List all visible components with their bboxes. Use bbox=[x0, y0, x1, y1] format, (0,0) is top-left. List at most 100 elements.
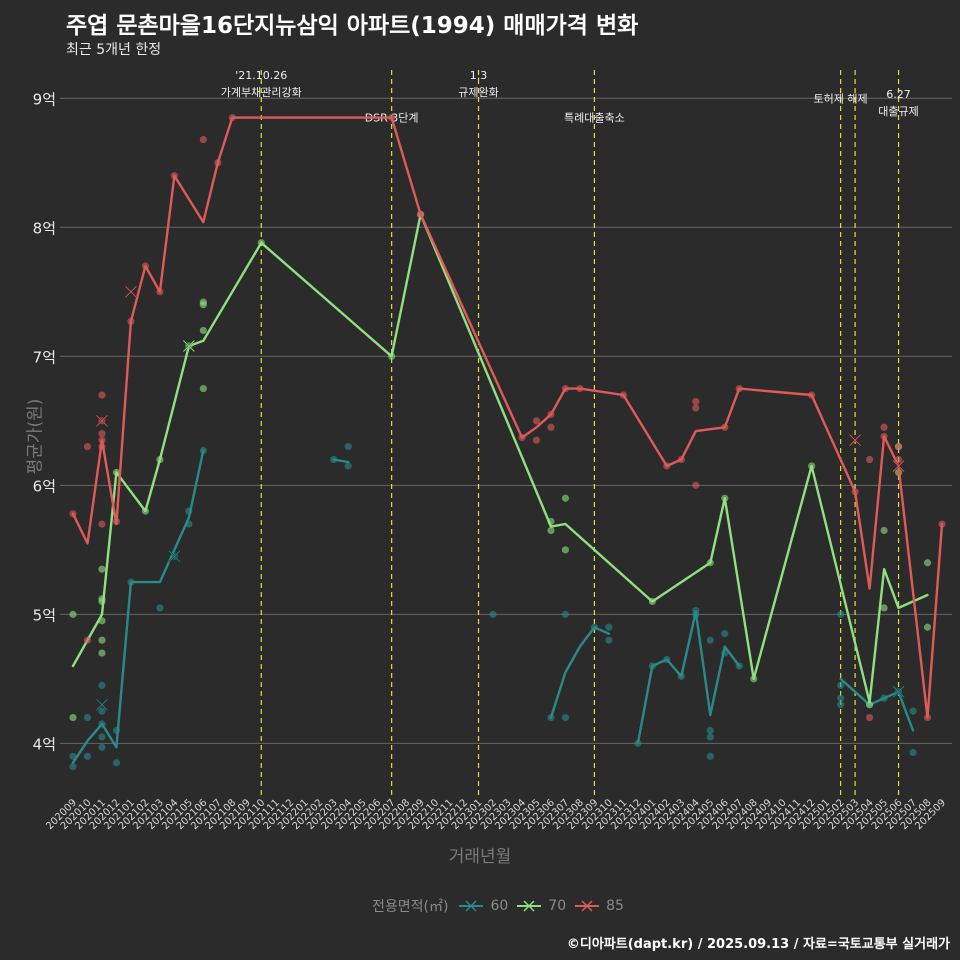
legend-label-85: 85 bbox=[606, 898, 624, 914]
series-70-point bbox=[199, 384, 207, 393]
series-60-point bbox=[561, 610, 570, 618]
legend: 전용면적(㎡) 60 70 85 bbox=[372, 896, 632, 916]
series-60-point bbox=[909, 748, 917, 757]
series-85-cross bbox=[892, 460, 905, 472]
y-tick-label: 8억 bbox=[33, 219, 56, 237]
legend-item-85: 85 bbox=[574, 898, 624, 914]
y-tick-label: 6억 bbox=[33, 477, 56, 495]
series-85-point bbox=[865, 713, 874, 722]
series-60-point bbox=[344, 443, 352, 451]
series-85-point bbox=[865, 455, 874, 464]
event-label: 6.27 bbox=[886, 88, 911, 101]
series-70-point bbox=[923, 559, 932, 567]
series-85-cross bbox=[849, 434, 861, 447]
series-60-point bbox=[605, 636, 613, 644]
event-label: '21.10.26 bbox=[235, 69, 287, 82]
series-60-point bbox=[706, 636, 714, 644]
series-85-point bbox=[547, 423, 555, 431]
series-60-point bbox=[98, 743, 106, 751]
series-85-point bbox=[83, 636, 92, 644]
event-label: 가계부채관리강화 bbox=[221, 86, 302, 99]
source-caption: ©디아파트(dapt.kr) / 2025.09.13 / 자료=국토교통부 실… bbox=[566, 937, 950, 952]
series-85-point bbox=[199, 135, 207, 144]
legend-key-60 bbox=[459, 900, 484, 912]
series-70-point bbox=[98, 636, 106, 644]
series-85-point bbox=[692, 404, 700, 412]
y-tick-label: 9억 bbox=[33, 90, 56, 108]
series-60-point bbox=[909, 707, 917, 715]
series-60-point bbox=[98, 681, 106, 689]
series-60-line bbox=[549, 626, 611, 719]
series-70-point bbox=[923, 623, 932, 631]
series-85-point bbox=[98, 430, 106, 438]
series-60-line bbox=[636, 610, 741, 745]
legend-label-60: 60 bbox=[490, 898, 509, 914]
chart-subtitle: 최근 5개년 한정 bbox=[66, 42, 162, 58]
legend-label-70: 70 bbox=[548, 898, 567, 914]
series-60-point bbox=[344, 462, 352, 470]
series-60-point bbox=[489, 610, 497, 618]
event-label: 1.3 bbox=[470, 69, 488, 82]
series-85-point bbox=[532, 436, 541, 444]
series-70-point bbox=[880, 604, 888, 612]
series-85-point bbox=[532, 417, 541, 425]
series-70-point bbox=[98, 565, 106, 573]
series-85-point bbox=[98, 520, 106, 528]
series-70-point bbox=[69, 713, 77, 722]
y-tick-label: 7억 bbox=[33, 348, 56, 366]
series-70-point bbox=[880, 526, 888, 535]
x-axis-label: 거래년월 bbox=[448, 847, 512, 867]
series-60-point bbox=[605, 623, 613, 631]
series-85-point bbox=[692, 481, 700, 489]
series-85-point bbox=[692, 397, 700, 406]
series-85-point bbox=[98, 391, 106, 399]
y-tick-label: 5억 bbox=[33, 606, 56, 624]
series-60-point bbox=[837, 681, 845, 689]
series-70-point bbox=[69, 610, 77, 618]
series-70-point bbox=[865, 701, 874, 709]
y-tick-label: 4억 bbox=[33, 735, 56, 753]
series-70-point bbox=[199, 298, 207, 306]
series-60-point bbox=[83, 752, 92, 760]
chart-title: 주엽 문촌마을16단지뉴삼익 아파트(1994) 매매가격 변화 bbox=[66, 13, 639, 39]
series-60-cross bbox=[892, 685, 905, 698]
series-60-point bbox=[706, 752, 714, 760]
series-85-cross bbox=[96, 414, 108, 427]
series-60-line bbox=[332, 458, 350, 464]
series-70-point bbox=[98, 649, 106, 657]
series-60-point bbox=[837, 694, 845, 702]
series-60-point bbox=[69, 763, 77, 771]
series-60-point bbox=[706, 733, 714, 741]
series-60-point bbox=[561, 713, 570, 722]
event-label: 대출규제 bbox=[878, 105, 918, 118]
series-60-point bbox=[112, 759, 121, 767]
series-60-point bbox=[83, 713, 92, 722]
series-60-point bbox=[721, 630, 729, 638]
event-label: 규제완화 bbox=[458, 86, 498, 99]
series-60-point bbox=[98, 707, 106, 715]
legend-key-70 bbox=[517, 900, 542, 912]
series-85-point bbox=[880, 423, 888, 431]
series-85-point bbox=[894, 443, 903, 451]
series-60-point bbox=[837, 701, 845, 709]
series-70-point bbox=[547, 526, 555, 535]
series-60-point bbox=[98, 733, 106, 741]
series-60-line bbox=[839, 677, 915, 732]
series-60-cross bbox=[96, 698, 108, 711]
series-85-cross bbox=[125, 285, 137, 298]
series-60-line bbox=[71, 449, 205, 764]
series-70-point bbox=[561, 546, 570, 554]
event-label: 특례대출축소 bbox=[564, 112, 625, 125]
series-60-point bbox=[156, 604, 164, 612]
legend-item-60: 60 bbox=[458, 898, 508, 914]
event-label: 토허제 해제 bbox=[814, 91, 868, 105]
series-85-line bbox=[71, 116, 944, 719]
series-85-point bbox=[83, 443, 92, 451]
series-60-cross bbox=[168, 550, 181, 563]
series-70-point bbox=[561, 494, 570, 502]
legend-item-70: 70 bbox=[516, 898, 566, 914]
legend-title: 전용면적(㎡) bbox=[372, 899, 449, 915]
series-70-cross bbox=[183, 340, 195, 352]
series-70-point bbox=[199, 326, 207, 335]
